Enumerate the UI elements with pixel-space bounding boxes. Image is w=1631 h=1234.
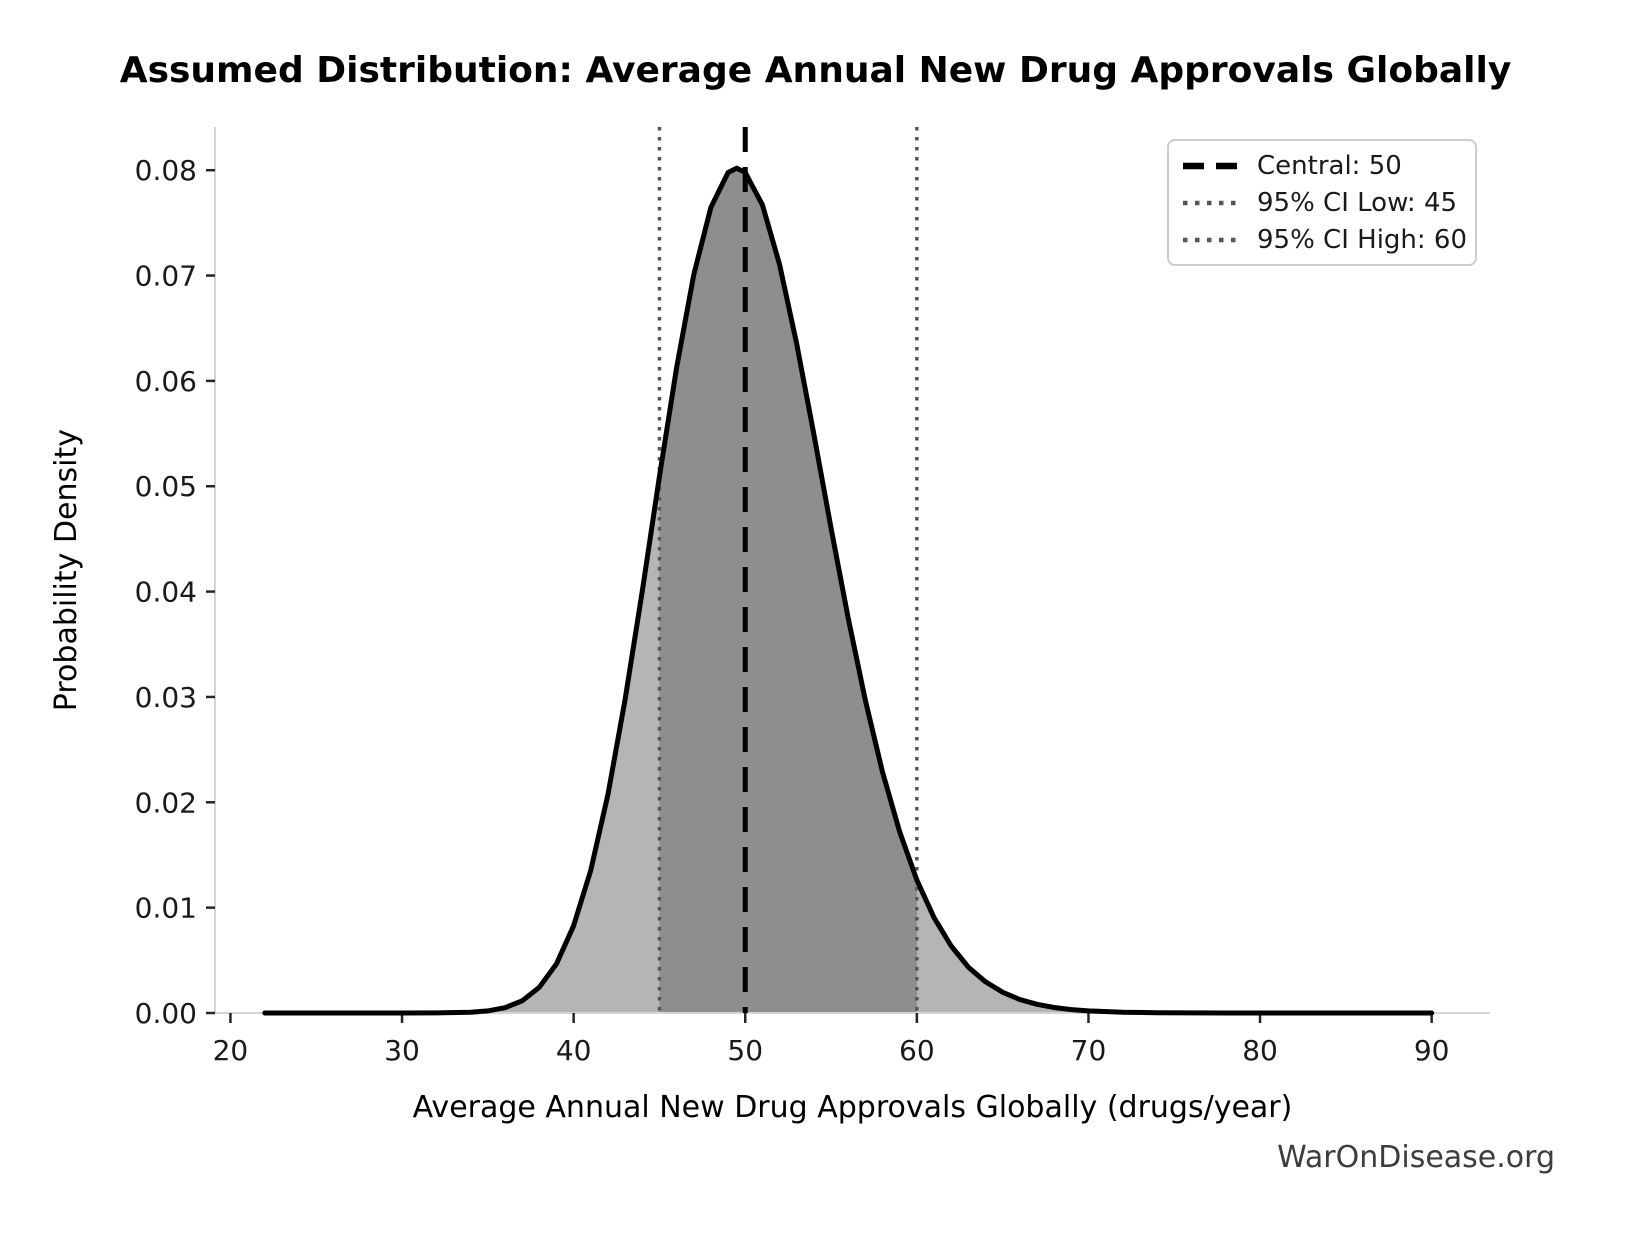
- y-tick-label: 0.07: [135, 260, 197, 293]
- legend-label-ci-low: 95% CI Low: 45: [1257, 187, 1458, 218]
- y-tick-label: 0.00: [135, 997, 197, 1030]
- dashed-line-icon: [1183, 162, 1239, 169]
- x-axis-label: Average Annual New Drug Approvals Global…: [412, 1090, 1293, 1125]
- y-axis-label: Probability Density: [48, 428, 84, 712]
- x-tick-label: 30: [384, 1034, 420, 1067]
- y-tick-label: 0.05: [135, 470, 197, 503]
- density-fill-ci: [659, 168, 917, 1013]
- legend-item-ci-low: 95% CI Low: 45: [1183, 184, 1461, 221]
- y-tick-label: 0.01: [135, 892, 197, 925]
- x-tick-label: 60: [899, 1034, 935, 1067]
- y-tick-label: 0.02: [135, 786, 197, 819]
- y-tick-label: 0.04: [135, 576, 197, 609]
- dotted-line-icon: [1183, 237, 1239, 242]
- y-tick-label: 0.08: [135, 154, 197, 187]
- watermark: WarOnDisease.org: [1277, 1140, 1555, 1175]
- legend-label-central: Central: 50: [1257, 150, 1402, 181]
- legend-item-central: Central: 50: [1183, 147, 1461, 184]
- legend-item-ci-high: 95% CI High: 60: [1183, 221, 1467, 258]
- y-tick-label: 0.03: [135, 681, 197, 714]
- x-tick-label: 50: [727, 1034, 763, 1067]
- legend: Central: 50 95% CI Low: 45 95% CI High: …: [1167, 139, 1477, 266]
- x-tick-label: 20: [213, 1034, 249, 1067]
- chart-title: Assumed Distribution: Average Annual New…: [119, 50, 1512, 91]
- density-curve: [262, 165, 1435, 1016]
- x-tick-label: 40: [556, 1034, 592, 1067]
- y-tick-label: 0.06: [135, 365, 197, 398]
- x-tick-label: 70: [1071, 1034, 1107, 1067]
- dotted-line-icon: [1183, 200, 1239, 205]
- x-tick-label: 80: [1242, 1034, 1278, 1067]
- legend-label-ci-high: 95% CI High: 60: [1257, 224, 1468, 255]
- x-tick-label: 90: [1414, 1034, 1450, 1067]
